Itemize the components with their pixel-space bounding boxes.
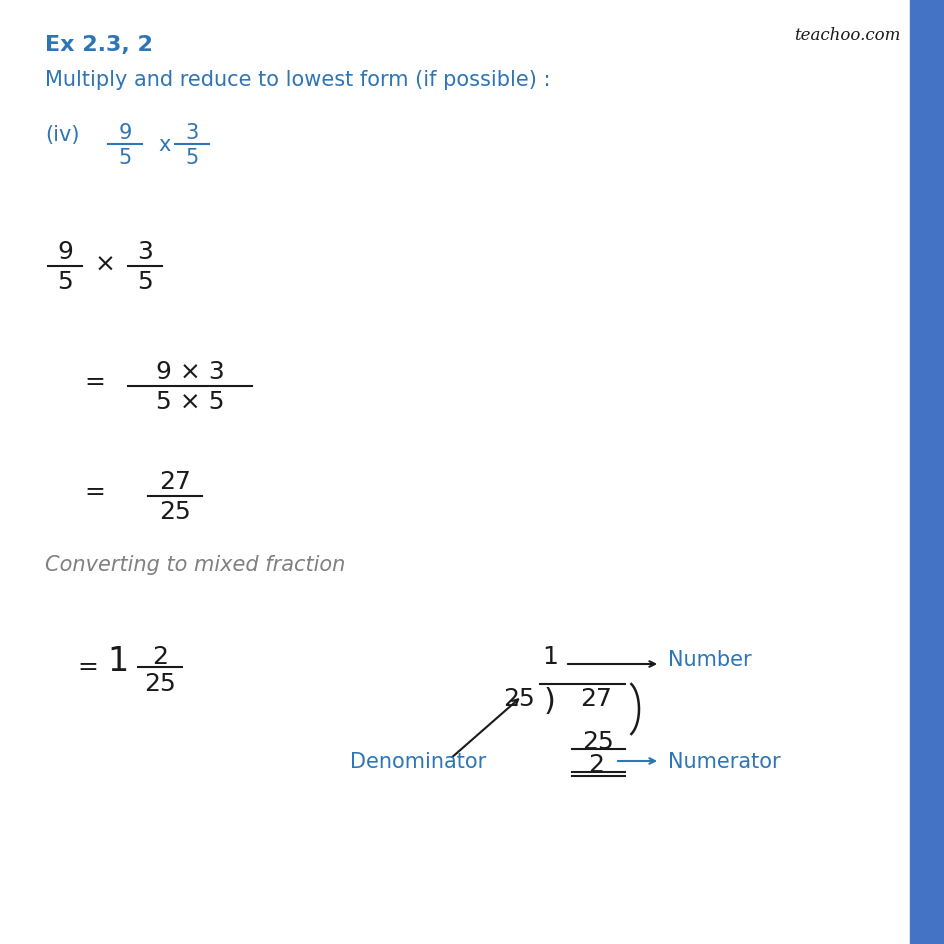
Text: 5 × 5: 5 × 5: [156, 390, 224, 413]
Text: 5: 5: [57, 270, 73, 294]
Text: 1: 1: [108, 645, 128, 677]
Text: 1: 1: [542, 645, 557, 668]
Text: 9: 9: [118, 123, 131, 143]
Text: 9: 9: [57, 240, 73, 263]
Text: 5: 5: [185, 148, 198, 168]
Text: 5: 5: [118, 148, 131, 168]
Text: Denominator: Denominator: [349, 751, 486, 771]
Text: 25: 25: [144, 671, 176, 696]
Text: ×: ×: [94, 253, 115, 277]
Text: 2: 2: [587, 752, 603, 776]
Text: 25: 25: [503, 686, 534, 710]
Text: ): ): [544, 686, 555, 716]
Text: Ex 2.3, 2: Ex 2.3, 2: [45, 35, 153, 55]
Text: Converting to mixed fraction: Converting to mixed fraction: [45, 554, 345, 574]
Text: Number: Number: [667, 649, 750, 669]
Text: 25: 25: [159, 499, 191, 523]
Text: 2: 2: [152, 645, 168, 668]
Text: 27: 27: [159, 469, 191, 494]
Text: 9 × 3: 9 × 3: [156, 360, 224, 383]
Text: 25: 25: [582, 729, 613, 753]
Text: 27: 27: [580, 686, 611, 710]
Text: =: =: [84, 370, 106, 394]
Text: =: =: [84, 480, 106, 503]
Bar: [909, 0, 944, 944]
Text: Multiply and reduce to lowest form (if possible) :: Multiply and reduce to lowest form (if p…: [45, 70, 550, 90]
Text: =: =: [77, 654, 98, 679]
Text: 3: 3: [137, 240, 153, 263]
Text: x: x: [158, 135, 170, 155]
Text: teachoo.com: teachoo.com: [793, 27, 899, 44]
Text: 3: 3: [185, 123, 198, 143]
Text: 5: 5: [137, 270, 153, 294]
Text: Numerator: Numerator: [667, 751, 780, 771]
Text: (iv): (iv): [45, 125, 79, 144]
